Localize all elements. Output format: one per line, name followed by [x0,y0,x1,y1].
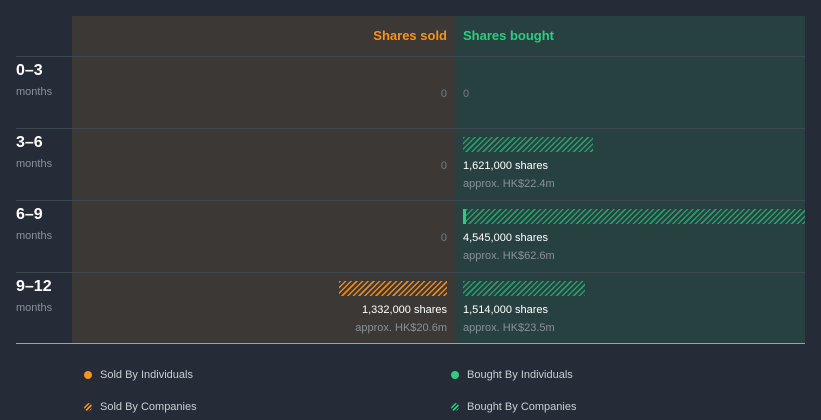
legend-label: Bought By Companies [467,401,577,413]
bought-shares: 1,621,000 shares [463,160,549,172]
legend-sold-companies: Sold By Companies [84,401,197,413]
period-unit: months [16,86,53,98]
bought-companies-bar [463,137,593,152]
bought-companies-bar [466,209,805,224]
shares-bought-header: Shares bought [463,28,555,43]
bought-shares: 4,545,000 shares [463,232,549,244]
row-divider [16,200,805,201]
row-divider [16,56,805,57]
row-divider [16,128,805,129]
bought-value: approx. HK$22.4m [463,178,555,190]
legend-bought-individuals: Bought By Individuals [451,369,573,381]
shares-sold-header: Shares sold [373,28,447,43]
period-label: 6–9 [16,206,43,223]
bought-zero: 0 [463,88,470,100]
sold-companies-bar [339,281,447,296]
orange-hatch-icon [84,403,92,411]
bought-individuals-bar [463,209,466,224]
bought-shares: 1,514,000 shares [463,304,549,316]
legend-bought-companies: Bought By Companies [451,401,576,413]
period-unit: months [16,158,53,170]
legend-label: Sold By Individuals [100,369,193,381]
sold-zero: 0 [440,232,447,244]
orange-dot-icon [84,371,92,379]
sold-value: approx. HK$20.6m [355,322,447,334]
legend-label: Sold By Companies [100,401,197,413]
legend-label: Bought By Individuals [467,369,573,381]
sold-shares: 1,332,000 shares [361,304,447,316]
period-label: 3–6 [16,134,43,151]
period-unit: months [16,302,53,314]
sold-zero: 0 [440,88,447,100]
period-label: 0–3 [16,62,43,79]
green-hatch-icon [451,403,459,411]
chart-baseline [16,343,805,344]
sold-zero: 0 [440,160,447,172]
bought-value: approx. HK$23.5m [463,322,555,334]
green-dot-icon [451,371,459,379]
period-label: 9–12 [16,278,52,295]
bought-value: approx. HK$62.6m [463,250,555,262]
legend-sold-individuals: Sold By Individuals [84,369,193,381]
row-divider [16,272,805,273]
bought-companies-bar [463,281,585,296]
period-unit: months [16,230,53,242]
